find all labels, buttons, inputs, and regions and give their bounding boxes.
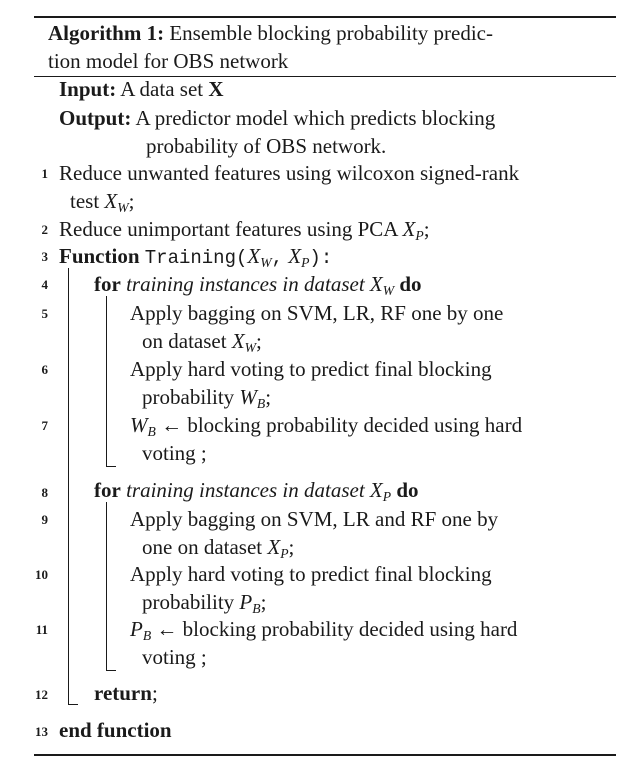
output-text-line1: A predictor model which predicts blockin…: [135, 106, 496, 130]
step-6-line2: probability WB;: [142, 385, 272, 412]
line-number: 4: [41, 277, 49, 292]
line-number: 10: [35, 567, 48, 582]
step-5-line2: on dataset XW;: [142, 329, 262, 356]
function-header: Function Training(XW, XP):: [59, 244, 333, 271]
loop-2-scope-bar: [106, 502, 108, 670]
line-number: 5: [41, 306, 49, 321]
step-7-line2: voting ;: [142, 441, 207, 465]
step-1-line1: Reduce unwanted features using wilcoxon …: [59, 161, 520, 185]
for-loop-1-header: for training instances in dataset XW do: [94, 272, 422, 299]
input-keyword: Input:: [59, 77, 117, 101]
step-5-line1: Apply bagging on SVM, LR, RF one by one: [130, 301, 504, 325]
line-number: 13: [35, 724, 48, 739]
line-number: 6: [41, 362, 49, 377]
output-line: Output: A predictor model which predicts…: [59, 106, 495, 130]
loop-1-scope-foot: [106, 466, 116, 468]
step-2: Reduce unimportant features using PCA XP…: [59, 217, 430, 244]
line-number: 8: [41, 485, 49, 500]
return-statement: return;: [94, 681, 158, 705]
step-10-line2: probability PB;: [142, 590, 267, 617]
step-6-line1: Apply hard voting to predict final block…: [130, 357, 492, 381]
line-number: 3: [41, 249, 49, 264]
top-rule: [34, 16, 616, 18]
loop-1-scope-bar: [106, 296, 108, 466]
output-text-line2: probability of OBS network.: [146, 134, 387, 158]
line-number: 12: [35, 687, 48, 702]
line-number: 7: [41, 418, 49, 433]
function-scope-foot: [68, 704, 78, 706]
line-number: 11: [35, 622, 48, 637]
for-loop-2-header: for training instances in dataset XP do: [94, 478, 419, 505]
step-9-line1: Apply bagging on SVM, LR and RF one by: [130, 507, 499, 531]
line-number: 1: [41, 166, 49, 181]
step-10-line1: Apply hard voting to predict final block…: [130, 562, 492, 586]
step-1-line2: test XW;: [70, 189, 135, 216]
function-scope-bar: [68, 268, 70, 704]
input-variable: X: [208, 77, 224, 101]
step-11-line1: PB ← blocking probability decided using …: [130, 617, 518, 644]
line-number: 2: [41, 222, 49, 237]
step-9-line2: one on dataset XP;: [142, 535, 295, 562]
algorithm-caption: Algorithm 1: Ensemble blocking probabili…: [48, 21, 493, 45]
caption-rule: [34, 76, 616, 78]
output-keyword: Output:: [59, 106, 132, 130]
step-7-line1: WB ← blocking probability decided using …: [130, 413, 523, 440]
algorithm-title-line2: tion model for OBS network: [48, 49, 289, 73]
input-line: Input: A data set X: [59, 77, 224, 101]
end-function: end function: [59, 718, 172, 742]
loop-2-scope-foot: [106, 670, 116, 672]
algorithm-label: Algorithm 1:: [48, 21, 165, 45]
input-text: A data set: [120, 77, 204, 101]
step-11-line2: voting ;: [142, 645, 207, 669]
algorithm-title-line1: Ensemble blocking probability predic-: [169, 21, 493, 45]
line-number: 9: [41, 512, 49, 527]
bottom-rule: [34, 754, 616, 756]
